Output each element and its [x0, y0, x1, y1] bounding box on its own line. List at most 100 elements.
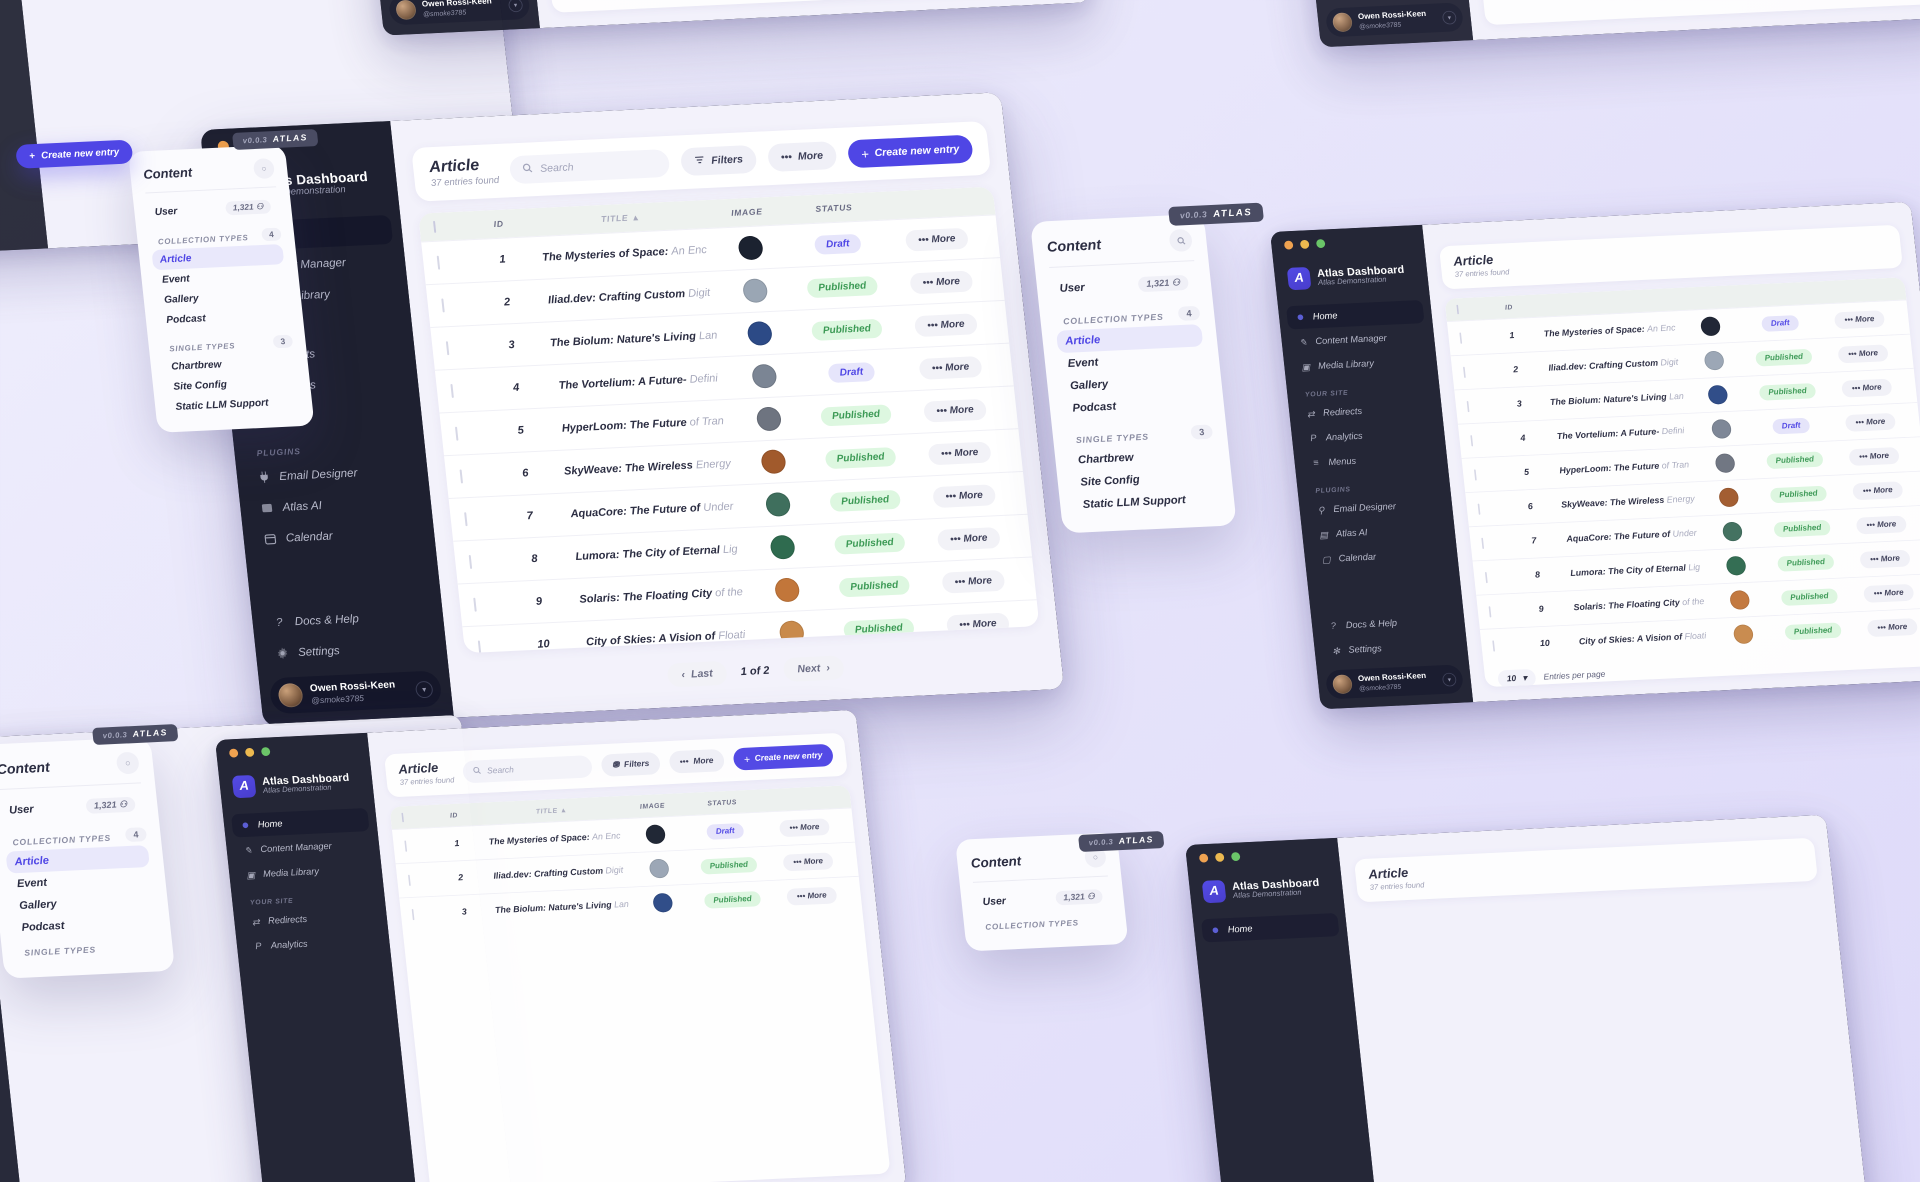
- row-checkbox[interactable]: [468, 554, 473, 569]
- column-status[interactable]: STATUS: [814, 202, 853, 214]
- row-more-button[interactable]: ••• More: [779, 817, 830, 837]
- traffic-lights[interactable]: [228, 747, 271, 758]
- column-status[interactable]: STATUS: [706, 797, 738, 808]
- traffic-lights[interactable]: [1283, 239, 1326, 250]
- content-panel[interactable]: Content ○ User 1,321 ⚇ COLLECTION TYPES …: [0, 736, 176, 979]
- window-main[interactable]: A Atlas Dashboard Atlas Demonstration Ho…: [200, 92, 1065, 727]
- pagination-next[interactable]: Next ›: [782, 655, 846, 683]
- row-checkbox[interactable]: [459, 469, 464, 484]
- sidebar-item-settings[interactable]: Settings: [265, 632, 438, 669]
- row-more-button[interactable]: ••• More: [909, 270, 974, 294]
- row-checkbox[interactable]: [1492, 640, 1496, 652]
- maximize-icon[interactable]: [1230, 852, 1241, 862]
- close-icon[interactable]: [1283, 240, 1294, 250]
- content-panel[interactable]: Content User 1,321 ⚇ COLLECTION TYPES 4 …: [1030, 213, 1237, 534]
- content-panel[interactable]: Content ○ User 1,321 ⚇ COLLECTION TYPES …: [128, 144, 315, 433]
- row-checkbox[interactable]: [411, 908, 415, 921]
- row-more-button[interactable]: ••• More: [1863, 583, 1915, 603]
- traffic-lights[interactable]: [1198, 852, 1241, 863]
- filters-button[interactable]: Filters: [679, 144, 758, 177]
- filters-button[interactable]: ⛃ Filters: [600, 751, 661, 777]
- row-checkbox[interactable]: [445, 341, 450, 356]
- entries-per-page-select[interactable]: 10 ▾: [1497, 668, 1537, 688]
- row-checkbox[interactable]: [1481, 537, 1485, 549]
- search-input[interactable]: Search: [461, 755, 594, 784]
- minimize-icon[interactable]: [1299, 239, 1310, 249]
- maximize-icon[interactable]: [1315, 239, 1326, 249]
- sidebar[interactable]: ? Docs & Help ✻ Settings Owen Rossi-Keen…: [1270, 0, 1474, 48]
- row-checkbox[interactable]: [464, 512, 468, 527]
- create-new-entry-button[interactable]: + Create new entry: [732, 743, 835, 771]
- search-icon[interactable]: [1168, 228, 1194, 253]
- row-checkbox[interactable]: [477, 640, 482, 654]
- chevron-down-icon[interactable]: ▾: [1441, 672, 1457, 687]
- user-card[interactable]: Owen Rossi-Keen @smoke3785 ▾: [1324, 664, 1465, 700]
- column-id[interactable]: ID: [449, 810, 459, 820]
- more-button[interactable]: ••• More: [766, 141, 838, 173]
- maximize-icon[interactable]: [260, 747, 271, 757]
- row-more-button[interactable]: ••• More: [927, 441, 992, 465]
- row-more-button[interactable]: ••• More: [1834, 309, 1885, 329]
- sidebar-item-home[interactable]: Home: [1200, 912, 1340, 943]
- window-top-right[interactable]: ? Docs & Help ✻ Settings Owen Rossi-Keen…: [1270, 0, 1920, 48]
- sidebar-item-atlas-ai[interactable]: Atlas AI: [249, 486, 422, 523]
- row-checkbox[interactable]: [1484, 571, 1488, 584]
- window-bottom-right[interactable]: A Atlas Dashboard Atlas Demonstration Ho…: [1185, 814, 1877, 1182]
- user-card[interactable]: Owen Rossi-Keen @smoke3785 ▾: [268, 670, 443, 715]
- close-icon[interactable]: [1198, 853, 1209, 863]
- row-more-button[interactable]: ••• More: [918, 355, 983, 380]
- close-icon[interactable]: [228, 748, 239, 758]
- row-more-button[interactable]: ••• More: [782, 852, 834, 872]
- row-more-button[interactable]: ••• More: [1859, 549, 1911, 569]
- row-more-button[interactable]: ••• More: [1852, 480, 1904, 500]
- column-id[interactable]: ID: [493, 218, 505, 230]
- row-more-button[interactable]: ••• More: [932, 483, 996, 508]
- row-more-button[interactable]: ••• More: [941, 569, 1006, 594]
- sidebar-item-email-designer[interactable]: Email Designer: [246, 456, 419, 493]
- select-all-checkbox[interactable]: [401, 812, 405, 823]
- row-checkbox[interactable]: [404, 840, 408, 852]
- sidebar-item-settings[interactable]: ✻ Settings: [1322, 0, 1461, 1]
- row-checkbox[interactable]: [1463, 366, 1466, 378]
- pagination-prev[interactable]: ‹ Last: [666, 660, 728, 688]
- row-checkbox[interactable]: [1473, 469, 1477, 481]
- row-more-button[interactable]: ••• More: [1848, 446, 1900, 466]
- row-more-button[interactable]: ••• More: [1841, 378, 1893, 398]
- window-top[interactable]: ? Docs & Help Settings Owen Rossi-Keen @…: [330, 0, 1090, 36]
- row-more-button[interactable]: ••• More: [923, 398, 987, 423]
- chevron-down-icon[interactable]: ▾: [507, 0, 524, 12]
- sort-asc-icon[interactable]: ▲: [630, 212, 641, 223]
- select-all-checkbox[interactable]: [1456, 304, 1460, 315]
- row-checkbox[interactable]: [1466, 400, 1470, 413]
- more-button[interactable]: ••• More: [668, 748, 726, 774]
- column-title[interactable]: TITLE ▲: [600, 212, 641, 224]
- row-checkbox[interactable]: [1470, 435, 1474, 447]
- search-input[interactable]: Search: [508, 148, 671, 185]
- row-more-button[interactable]: ••• More: [937, 526, 1001, 551]
- row-more-button[interactable]: ••• More: [1866, 617, 1918, 637]
- user-card[interactable]: Owen Rossi-Keen @smoke3785 ▾: [1324, 2, 1465, 38]
- row-more-button[interactable]: ••• More: [905, 227, 969, 252]
- sidebar-nav[interactable]: Home ✎ Content Manager ▣ Media Library Y…: [1278, 296, 1459, 573]
- chevron-down-icon[interactable]: ▾: [1441, 10, 1457, 25]
- row-checkbox[interactable]: [408, 874, 411, 886]
- search-icon[interactable]: ○: [115, 751, 140, 775]
- row-checkbox[interactable]: [450, 383, 454, 398]
- row-more-button[interactable]: ••• More: [786, 886, 838, 906]
- row-more-button[interactable]: ••• More: [1837, 344, 1889, 364]
- sidebar-item-settings[interactable]: ✻ Settings: [1322, 633, 1461, 662]
- minimize-icon[interactable]: [1214, 852, 1225, 862]
- row-checkbox[interactable]: [454, 426, 459, 441]
- create-new-entry-button[interactable]: + Create new entry: [846, 134, 974, 169]
- row-checkbox[interactable]: [441, 298, 445, 313]
- sidebar-item-calendar[interactable]: ▢ Calendar: [1312, 542, 1451, 571]
- row-checkbox[interactable]: [1477, 503, 1481, 515]
- select-all-checkbox[interactable]: [432, 220, 437, 233]
- chevron-down-icon[interactable]: ▾: [414, 680, 434, 698]
- row-more-button[interactable]: ••• More: [1855, 515, 1907, 535]
- column-title[interactable]: TITLE ▲: [535, 805, 568, 816]
- row-checkbox[interactable]: [436, 255, 441, 270]
- sidebar-nav[interactable]: Home ✎ Content Manager ▣ Media Library Y…: [223, 804, 391, 960]
- search-icon[interactable]: ○: [252, 158, 276, 180]
- row-checkbox[interactable]: [1459, 332, 1463, 344]
